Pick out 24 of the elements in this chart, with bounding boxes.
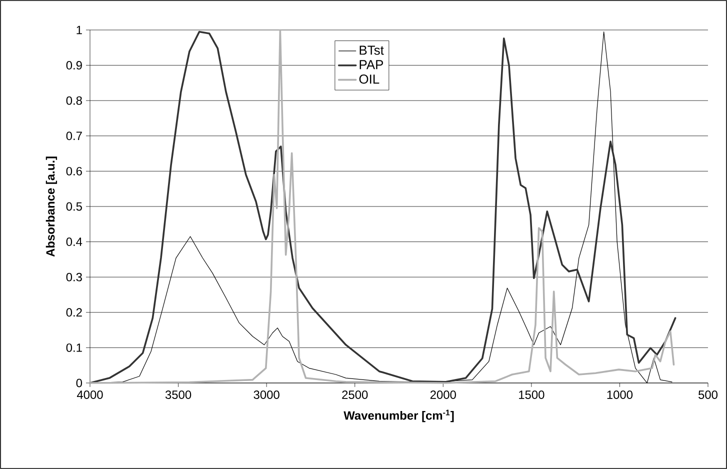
y-tick-label: 0.8: [66, 96, 82, 105]
x-tick-label: 500: [698, 390, 718, 399]
y-tick-label: 0.5: [66, 202, 82, 211]
x-tick-label: 2000: [430, 390, 456, 399]
legend-label: BTst: [360, 46, 384, 55]
x-tick-label: 3500: [165, 390, 192, 399]
x-tick-label: 1500: [519, 390, 544, 399]
y-tick-label: 0.9: [66, 61, 82, 70]
y-tick-label: 0.3: [66, 272, 82, 282]
x-axis-title: Wavenumber [cm$^{-1}$]: [344, 410, 454, 422]
y-tick-label: 1: [76, 26, 82, 34]
y-tick-label: 0.7: [66, 132, 82, 140]
x-tick-label: 2500: [342, 390, 368, 399]
y-tick-label: 0.1: [66, 343, 82, 352]
legend-label: OIL: [359, 74, 380, 84]
y-tick-label: 0: [76, 378, 82, 388]
x-tick-label: 1000: [607, 390, 633, 399]
x-tick-label: 3000: [254, 390, 280, 399]
y-tick-label: 0.4: [66, 238, 82, 246]
legend-label: PAP: [360, 60, 383, 70]
y-tick-label: 0.6: [66, 166, 82, 176]
x-tick-label: 4000: [76, 390, 103, 399]
y-tick-label: 0.2: [66, 308, 82, 317]
y-axis-title: Absorbance [a.u.]: [46, 156, 58, 257]
